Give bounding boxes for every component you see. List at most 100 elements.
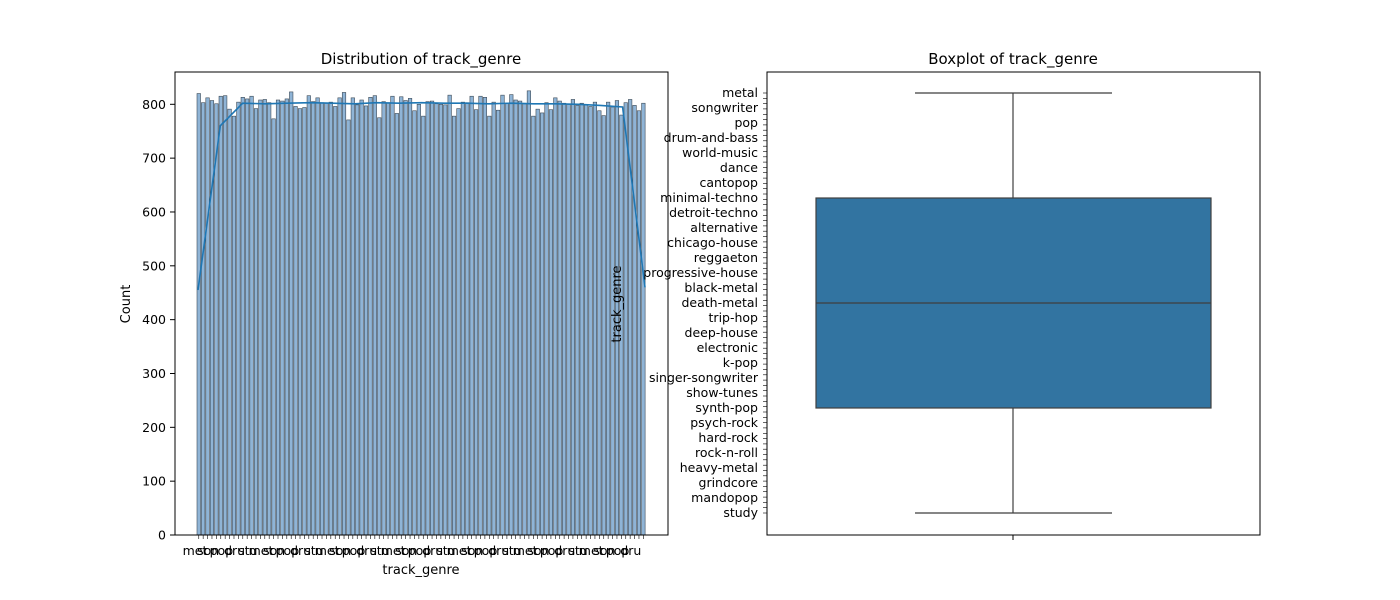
histogram-bar xyxy=(641,102,646,536)
histogram-y-label: Count xyxy=(119,285,134,324)
boxplot-y-ticks: metalsongwriterpopdrum-and-bassworld-mus… xyxy=(643,85,767,520)
histogram-bar xyxy=(227,108,232,536)
histogram-bar xyxy=(209,100,215,536)
histogram-x-tick-label: stu xyxy=(304,543,323,558)
histogram-bar xyxy=(447,94,452,536)
histogram-x-ticks: metsonpopdrustumetsonpopdrustumetsonpopd… xyxy=(183,535,644,558)
boxplot-y-tick-label: detroit-techno xyxy=(669,205,758,220)
boxplot-y-tick-label: reggaeton xyxy=(694,250,758,265)
histogram-bar xyxy=(553,97,558,536)
histogram-bar xyxy=(315,97,320,536)
histogram-bar xyxy=(531,115,536,536)
histogram-bar xyxy=(588,106,593,536)
histogram-bar xyxy=(592,101,597,536)
histogram-bar xyxy=(390,95,395,536)
boxplot-y-tick-label: deep-house xyxy=(685,325,759,340)
histogram-bar xyxy=(496,109,501,536)
histogram-x-tick-label: dru xyxy=(290,543,311,558)
histogram-y-ticks: 0 100 200 300 400 500 600 700 800 xyxy=(142,97,175,543)
histogram-bar xyxy=(465,102,470,536)
histogram-bar xyxy=(500,94,505,536)
histogram-bar xyxy=(368,97,373,536)
histogram-bar xyxy=(293,106,298,536)
histogram-bar xyxy=(478,95,483,536)
histogram-bar xyxy=(258,99,263,536)
boxplot-y-tick-label: drum-and-bass xyxy=(664,130,758,145)
boxplot-y-tick-label: songwriter xyxy=(691,100,758,115)
histogram-bar xyxy=(280,100,285,536)
histogram-bar xyxy=(562,102,567,536)
histogram-bar xyxy=(540,112,545,536)
histogram-bar xyxy=(416,104,421,536)
histogram-bar xyxy=(636,110,642,536)
boxplot-y-tick-label: show-tunes xyxy=(686,385,758,400)
histogram-bar xyxy=(474,109,479,536)
histogram-x-tick-label: dru xyxy=(554,543,575,558)
histogram-bar xyxy=(262,99,267,536)
histogram-x-tick-label: dru xyxy=(488,543,509,558)
histogram-y-tick-label: 700 xyxy=(142,151,166,166)
histogram-chart: Distribution of track_genre 0 100 200 300 40… xyxy=(119,50,669,578)
histogram-bar xyxy=(434,103,439,536)
histogram-bar xyxy=(346,119,351,536)
boxplot-y-tick-label: minimal-techno xyxy=(660,190,758,205)
boxplot-y-tick-label: metal xyxy=(722,85,758,100)
histogram-bar xyxy=(548,109,553,536)
histogram-bar xyxy=(359,99,364,536)
boxplot-y-tick-label: death-metal xyxy=(681,295,758,310)
histogram-bar xyxy=(421,115,426,536)
boxplot-y-tick-label: alternative xyxy=(690,220,758,235)
histogram-x-tick-label: dru xyxy=(422,543,443,558)
histogram-bar xyxy=(456,108,461,536)
histogram-y-tick-label: 500 xyxy=(142,258,166,273)
histogram-bar xyxy=(381,101,386,536)
histogram-x-tick-label: pop xyxy=(474,543,498,558)
histogram-bar xyxy=(385,102,391,536)
histogram-bar xyxy=(399,96,404,536)
histogram-bar xyxy=(522,102,527,536)
boxplot-y-label: track_genre xyxy=(610,265,625,342)
histogram-bar xyxy=(271,118,276,536)
histogram-bar xyxy=(363,105,369,536)
histogram-x-tick-label: son xyxy=(329,543,351,558)
histogram-bar xyxy=(289,91,294,536)
histogram-bar xyxy=(372,95,377,536)
histogram-bar xyxy=(236,101,241,536)
boxplot-y-tick-label: rock-n-roll xyxy=(695,445,758,460)
histogram-x-tick-label: met xyxy=(183,543,208,558)
boxplot-y-tick-label: grindcore xyxy=(699,475,759,490)
histogram-bar xyxy=(469,95,474,536)
histogram-x-tick-label: son xyxy=(197,543,219,558)
histogram-bar xyxy=(333,106,338,536)
histogram-bar xyxy=(341,92,347,536)
boxplot-y-tick-label: chicago-house xyxy=(667,235,758,250)
histogram-bar xyxy=(632,105,637,536)
histogram-bar xyxy=(584,104,589,536)
boxplot-y-tick-label: heavy-metal xyxy=(680,460,758,475)
histogram-bar xyxy=(513,99,518,536)
boxplot-y-tick-label: trip-hop xyxy=(709,310,759,325)
histogram-bar xyxy=(205,97,210,536)
histogram-bar xyxy=(412,110,417,536)
histogram-bar xyxy=(306,95,311,536)
histogram-bar xyxy=(566,104,571,536)
histogram-bar xyxy=(302,107,307,536)
histogram-bar xyxy=(311,101,316,536)
histogram-bar xyxy=(579,102,584,536)
histogram-x-tick-label: stu xyxy=(502,543,521,558)
boxplot-y-tick-label: cantopop xyxy=(699,175,758,190)
histogram-title: Distribution of track_genre xyxy=(321,50,522,69)
histogram-x-tick-label: pop xyxy=(342,543,366,558)
histogram-bar xyxy=(518,100,523,536)
histogram-y-tick-label: 300 xyxy=(142,366,166,381)
histogram-y-tick-label: 400 xyxy=(142,312,166,327)
histogram-x-tick-label: met xyxy=(513,543,538,558)
histogram-bar xyxy=(460,101,465,536)
histogram-bar xyxy=(407,98,413,536)
histogram-x-tick-label: pop xyxy=(408,543,432,558)
histogram-bar xyxy=(284,98,289,536)
histogram-bar xyxy=(570,99,575,536)
histogram-bar xyxy=(196,93,201,536)
boxplot-y-tick-label: study xyxy=(723,505,758,520)
histogram-bar xyxy=(504,102,509,536)
